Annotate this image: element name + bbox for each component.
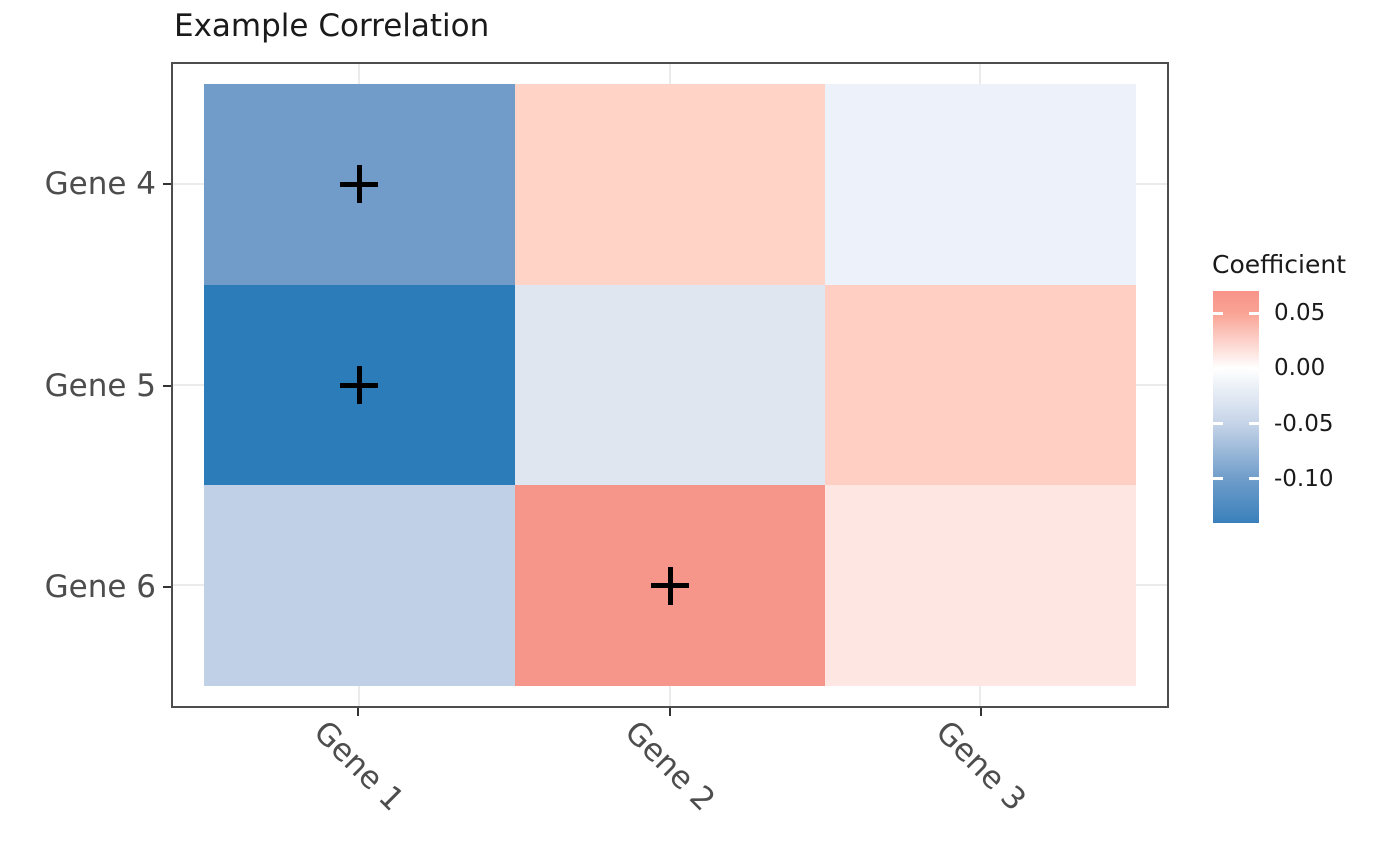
heatmap-cell-gene2-gene5 — [514, 284, 826, 486]
legend-colorbar-tick — [1213, 366, 1223, 370]
x-axis-tick-gene1 — [357, 708, 359, 716]
y-axis-label-gene6: Gene 6 — [44, 569, 156, 605]
legend-colorbar-tick — [1213, 477, 1223, 481]
legend-colorbar-tick — [1249, 311, 1259, 315]
legend-colorbar-tick — [1213, 422, 1223, 426]
legend-colorbar — [1213, 291, 1259, 523]
legend-colorbar-tick — [1213, 311, 1223, 315]
significance-mark-plus — [340, 366, 379, 404]
y-axis-tick-gene4 — [163, 183, 171, 185]
x-axis-label-gene3: Gene 3 — [928, 714, 1033, 819]
legend-tick-label-1: 0.00 — [1274, 355, 1326, 382]
heatmap-cell-gene2-gene4 — [514, 84, 826, 285]
legend-colorbar-tick — [1249, 366, 1259, 370]
chart-title: Example Correlation — [174, 8, 490, 44]
x-axis-tick-gene2 — [669, 708, 671, 716]
legend-colorbar-tick — [1249, 477, 1259, 481]
heatmap-cell-gene3-gene4 — [825, 84, 1136, 285]
heatmap-grid — [204, 84, 1136, 686]
legend-tick-label-3: -0.10 — [1274, 465, 1334, 492]
x-axis-label-gene1: Gene 1 — [306, 714, 411, 819]
heatmap-cell-gene3-gene6 — [825, 485, 1136, 686]
y-axis-tick-gene6 — [163, 586, 171, 588]
y-axis-tick-gene5 — [163, 385, 171, 387]
legend-tick-label-2: -0.05 — [1274, 410, 1334, 437]
heatmap-cell-gene1-gene6 — [204, 485, 515, 686]
x-axis-tick-gene3 — [980, 708, 982, 716]
heatmap-cell-gene3-gene5 — [825, 284, 1136, 486]
legend-tick-label-0: 0.05 — [1274, 300, 1326, 327]
plot-panel — [171, 62, 1169, 708]
x-axis-label-gene2: Gene 2 — [617, 714, 722, 819]
y-axis-label-gene5: Gene 5 — [44, 368, 156, 404]
legend-colorbar-tick — [1249, 422, 1259, 426]
legend-title: Coefficient — [1212, 250, 1347, 279]
y-axis-label-gene4: Gene 4 — [44, 166, 156, 202]
significance-mark-plus — [651, 566, 689, 605]
significance-mark-plus — [340, 165, 379, 204]
